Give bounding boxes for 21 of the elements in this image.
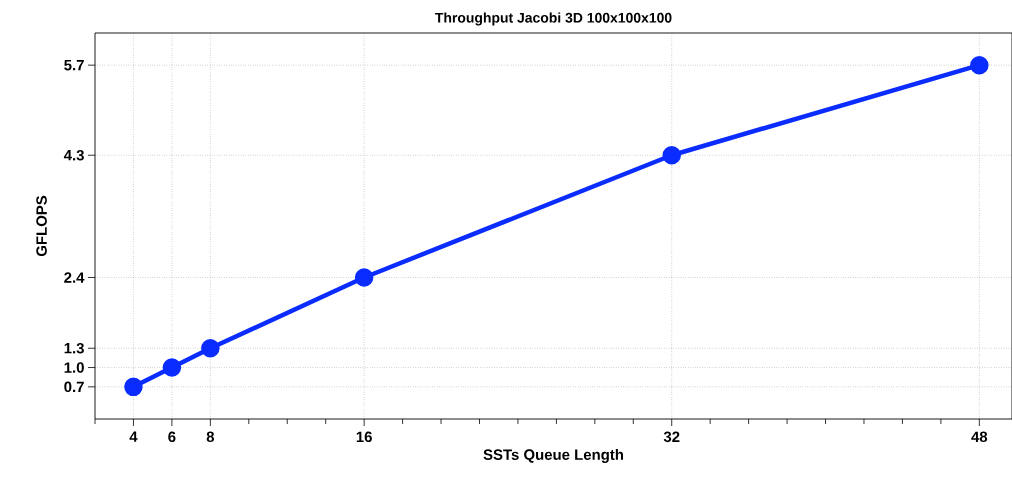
x-tick-label: 16 [356,431,372,443]
point [662,145,681,165]
chart-title: Throughput Jacobi 3D 100x100x100 [435,12,672,26]
point [354,268,374,287]
y-tick-label: 0.7 [64,381,84,393]
y-tick-label: 4.3 [63,149,84,161]
point [970,55,989,75]
x-tick-label: 32 [663,431,680,443]
x-tick-label: 6 [168,431,176,443]
y-tick-label: 2.4 [64,272,85,283]
x-axis-title: SSTs Queue Length [483,448,624,463]
y-tick-label: 1.0 [64,362,84,373]
point [162,358,182,377]
x-tick-label: 48 [971,431,988,443]
x-tick-label: 8 [206,431,215,443]
point [124,377,143,397]
y-tick-label: 5.7 [64,59,84,71]
y-tick-label: 1.3 [64,342,84,354]
x-tick-label: 4 [129,431,138,442]
point [201,338,220,358]
y-axis-title: GFLOPS [36,195,47,257]
